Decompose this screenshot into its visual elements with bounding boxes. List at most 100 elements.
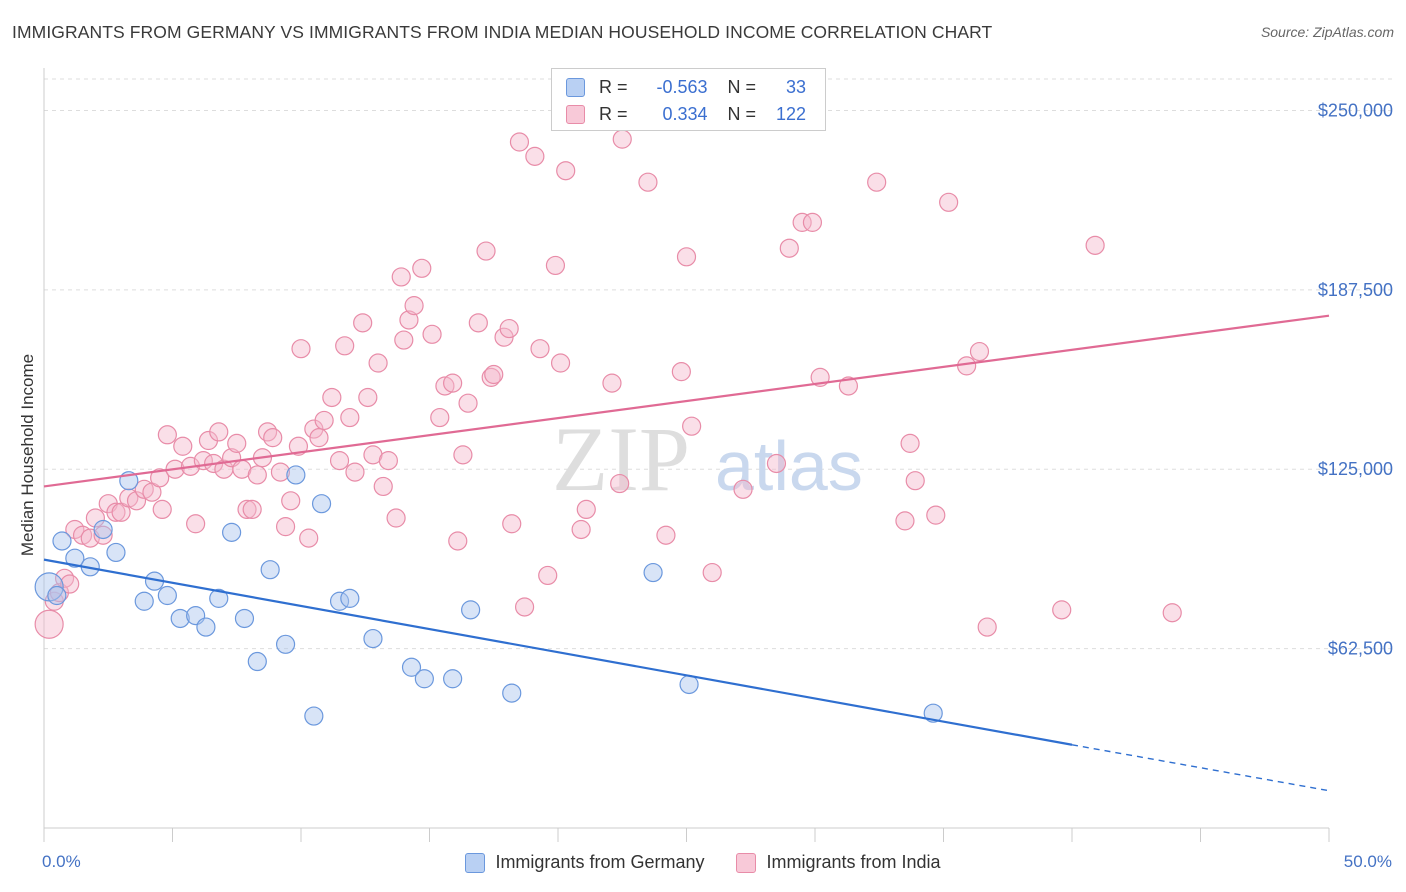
india-point [227, 433, 247, 453]
germany-point [443, 669, 463, 689]
india-point [85, 508, 106, 528]
india-point [671, 362, 691, 382]
india-point [1052, 600, 1072, 620]
india-point [702, 562, 722, 583]
germany-point [502, 683, 522, 703]
watermark-zip: ZIP [552, 408, 690, 510]
germany-point [260, 560, 280, 580]
india-point [612, 129, 632, 149]
india-point [499, 318, 519, 339]
india-point [173, 436, 193, 456]
india-point [733, 479, 753, 499]
germany-n-value: 33 [786, 76, 807, 97]
x-tick-min: 0.0% [42, 852, 81, 871]
india-point [373, 476, 393, 497]
india-point [157, 425, 177, 445]
india-n-value: 122 [775, 103, 807, 124]
n-label: N = [727, 76, 757, 97]
india-point [60, 574, 80, 594]
x-tick-max: 50.0% [1343, 852, 1392, 871]
germany-r-value: -0.563 [656, 76, 708, 97]
india-point [458, 393, 478, 413]
india-point [610, 473, 630, 494]
india-point [957, 356, 977, 376]
india-point [340, 407, 360, 428]
india-point [530, 339, 550, 359]
trend-lines [43, 314, 1330, 792]
n-label: N = [727, 103, 757, 124]
india-point [270, 462, 291, 482]
germany-point [275, 634, 296, 654]
india-point [54, 568, 75, 588]
india-point [556, 161, 576, 181]
india-swatch [566, 104, 585, 124]
germany-point [363, 628, 383, 649]
india-point [895, 511, 915, 531]
india-point [779, 238, 799, 258]
india-point [900, 433, 920, 453]
india-point [514, 597, 535, 617]
grid-lines [44, 78, 1394, 650]
india-point [335, 336, 355, 356]
india-point [386, 508, 406, 528]
india-point [802, 212, 823, 232]
watermark: ZIP atlas [552, 408, 863, 510]
legend-row-india: R = 0.334 N = 122 [566, 102, 806, 126]
germany-point [401, 657, 422, 677]
germany-point [414, 669, 434, 689]
india-trend-line [43, 314, 1330, 488]
india-point [484, 364, 504, 385]
germany-point [106, 542, 126, 563]
germany-point [47, 585, 67, 606]
india-point [448, 531, 468, 551]
germany-point [157, 585, 177, 606]
india-point [838, 376, 859, 396]
india-point [867, 172, 887, 192]
india-point [676, 247, 697, 267]
india-point [502, 514, 522, 534]
india-point [905, 471, 925, 491]
legend-item-germany[interactable]: Immigrants from Germany [465, 852, 704, 873]
germany-legend-label: Immigrants from Germany [495, 852, 705, 872]
germany-point [65, 548, 85, 568]
legend-item-india[interactable]: Immigrants from India [736, 852, 941, 873]
india-point [242, 499, 262, 520]
india-point [525, 146, 545, 166]
india-point [329, 451, 350, 471]
india-point [106, 502, 126, 522]
germany-point [247, 651, 267, 672]
india-point [1085, 235, 1105, 255]
germany-swatch [566, 77, 585, 97]
series-legend: Immigrants from Germany Immigrants from … [0, 852, 1406, 873]
y-tick-label: $125,000 [1318, 459, 1393, 479]
watermark-atlas: atlas [715, 427, 863, 505]
india-point [453, 445, 473, 465]
india-point [443, 373, 463, 393]
india-point [299, 528, 319, 548]
germany-trend-extension [1071, 744, 1330, 792]
india-point [291, 339, 311, 359]
india-legend-label: Immigrants from India [766, 852, 941, 872]
y-tick-label: $250,000 [1318, 100, 1393, 120]
india-point [345, 462, 365, 482]
germany-point [52, 531, 72, 551]
india-point [468, 313, 488, 333]
india-point [34, 609, 64, 639]
chart-title: IMMIGRANTS FROM GERMANY VS IMMIGRANTS FR… [12, 22, 993, 42]
india-point [322, 387, 342, 408]
germany-point [93, 519, 113, 540]
germany-point [304, 706, 324, 726]
germany-legend-swatch [465, 852, 486, 873]
india-points [34, 129, 1182, 639]
germany-point [643, 562, 663, 583]
germany-point [679, 674, 699, 695]
germany-point [234, 608, 255, 629]
india-point [602, 373, 622, 393]
india-point [399, 310, 419, 330]
india-point [358, 387, 378, 408]
india-point [682, 416, 702, 436]
germany-point [311, 494, 332, 514]
india-point [288, 436, 309, 456]
india-point [93, 525, 113, 545]
india-point [119, 488, 139, 508]
